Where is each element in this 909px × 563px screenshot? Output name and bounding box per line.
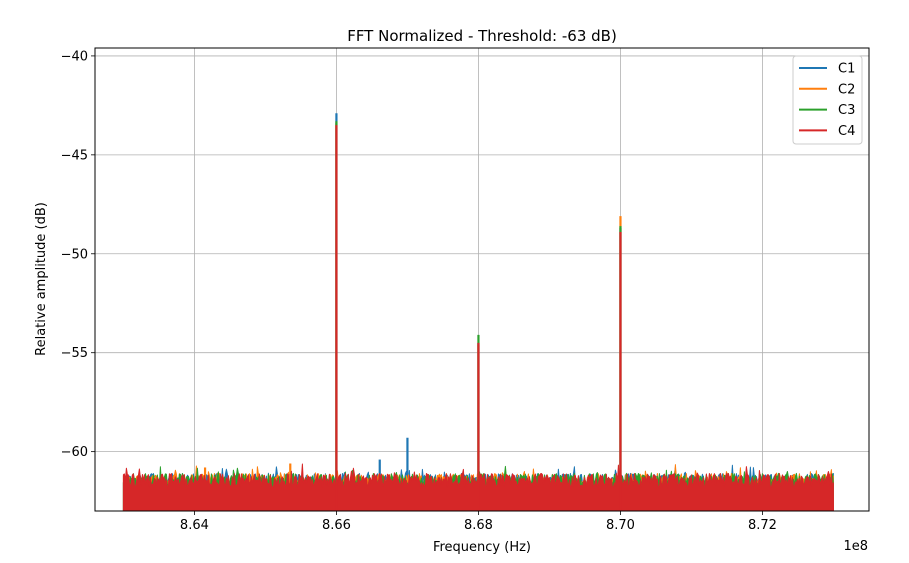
y-axis-label: Relative amplitude (dB) <box>34 202 49 356</box>
x-tick-label: 8.72 <box>748 518 777 533</box>
legend-label-c4: C4 <box>838 124 855 139</box>
series-layer <box>122 113 834 512</box>
legend-frame <box>792 55 863 145</box>
legend-label-c2: C2 <box>838 82 855 97</box>
x-tick-label: 8.70 <box>606 518 635 533</box>
plot-area: 8.64 8.66 8.68 8.70 8.72 −40 −45 −50 −55 −60 <box>61 47 870 533</box>
legend-entries: C1 C2 C3 C4 <box>799 62 855 139</box>
y-tick-label: −55 <box>61 346 88 361</box>
y-tick-label: −50 <box>61 247 88 262</box>
x-tick-label: 8.66 <box>322 518 351 533</box>
axes-background <box>95 48 869 511</box>
x-axis-offset-label: 1e8 <box>843 539 868 554</box>
y-axis-ticks: −40 −45 −50 −55 −60 <box>61 49 95 460</box>
chart-title: FFT Normalized - Threshold: -63 dB) <box>347 27 617 45</box>
legend: C1 C2 C3 C4 <box>792 55 863 145</box>
x-tick-label: 8.64 <box>180 518 209 533</box>
y-tick-label: −45 <box>61 148 88 163</box>
y-tick-label: −60 <box>61 445 88 460</box>
y-tick-label: −40 <box>61 49 88 64</box>
axes-frame <box>94 47 870 512</box>
x-axis-label: Frequency (Hz) <box>433 540 531 555</box>
legend-label-c3: C3 <box>838 103 855 118</box>
x-axis-ticks: 8.64 8.66 8.68 8.70 8.72 <box>180 511 777 533</box>
x-tick-label: 8.68 <box>464 518 493 533</box>
legend-label-c1: C1 <box>838 62 855 77</box>
